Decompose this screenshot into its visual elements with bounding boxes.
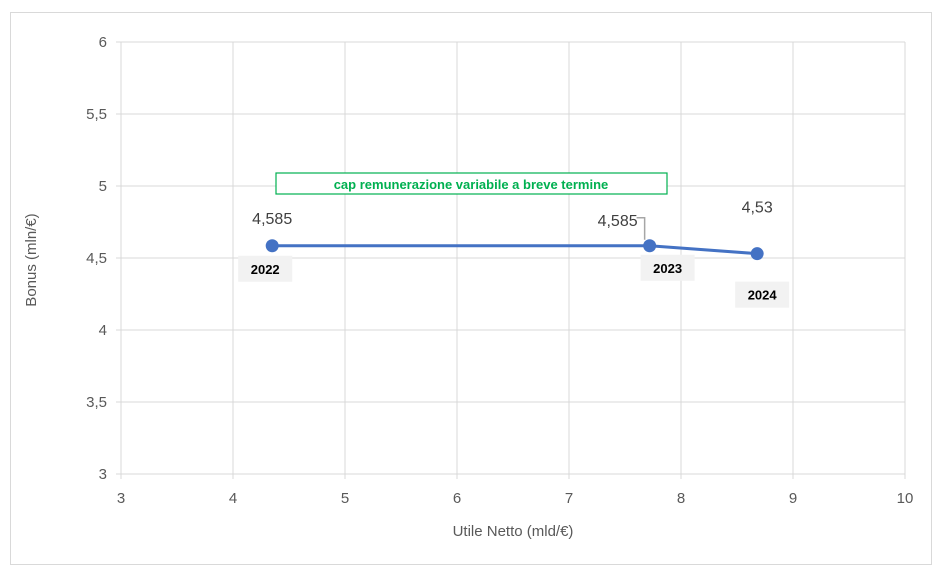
x-tick-label: 7: [565, 490, 573, 507]
data-point: [265, 239, 279, 253]
x-tick-label: 3: [117, 490, 125, 507]
annotation-cap: cap remunerazione variabile a breve term…: [275, 172, 668, 195]
data-point: [643, 239, 657, 253]
x-tick-label: 4: [229, 490, 237, 507]
x-axis-title: Utile Netto (mld/€): [453, 523, 574, 540]
data-point: [750, 247, 764, 261]
x-tick-label: 9: [789, 490, 797, 507]
y-tick-label: 4,5: [86, 250, 107, 267]
leader-line: [636, 217, 646, 240]
y-tick-label: 3: [99, 466, 107, 483]
series-line: [265, 239, 764, 261]
tick-labels: 3 4 5 6 7 8 9 10 3 3,5 4 4,5 5 5,5 6: [86, 34, 913, 507]
year-label-box: [238, 255, 293, 282]
y-tick-label: 6: [99, 34, 107, 51]
value-label: 4,53: [742, 200, 773, 217]
y-tick-label: 5: [99, 178, 107, 195]
year-label: 2022: [251, 262, 280, 277]
data-labels: 4,585 4,585 4,53 2022 2023 2024: [238, 200, 790, 308]
x-tick-label: 10: [897, 490, 914, 507]
year-label-box: [735, 281, 790, 308]
x-tick-label: 8: [677, 490, 685, 507]
year-label: 2023: [653, 261, 682, 276]
value-label: 4,585: [252, 211, 292, 228]
y-tick-label: 4: [99, 322, 107, 339]
y-axis-title: Bonus (mln/€): [23, 213, 40, 306]
annotation-text: cap remunerazione variabile a breve term…: [334, 177, 609, 192]
value-label: 4,585: [598, 213, 638, 230]
year-label-box: [640, 254, 695, 281]
year-label: 2024: [748, 288, 778, 303]
x-tick-label: 6: [453, 490, 461, 507]
gridlines: [116, 41, 906, 479]
y-tick-label: 5,5: [86, 106, 107, 123]
x-tick-label: 5: [341, 490, 349, 507]
y-tick-label: 3,5: [86, 394, 107, 411]
